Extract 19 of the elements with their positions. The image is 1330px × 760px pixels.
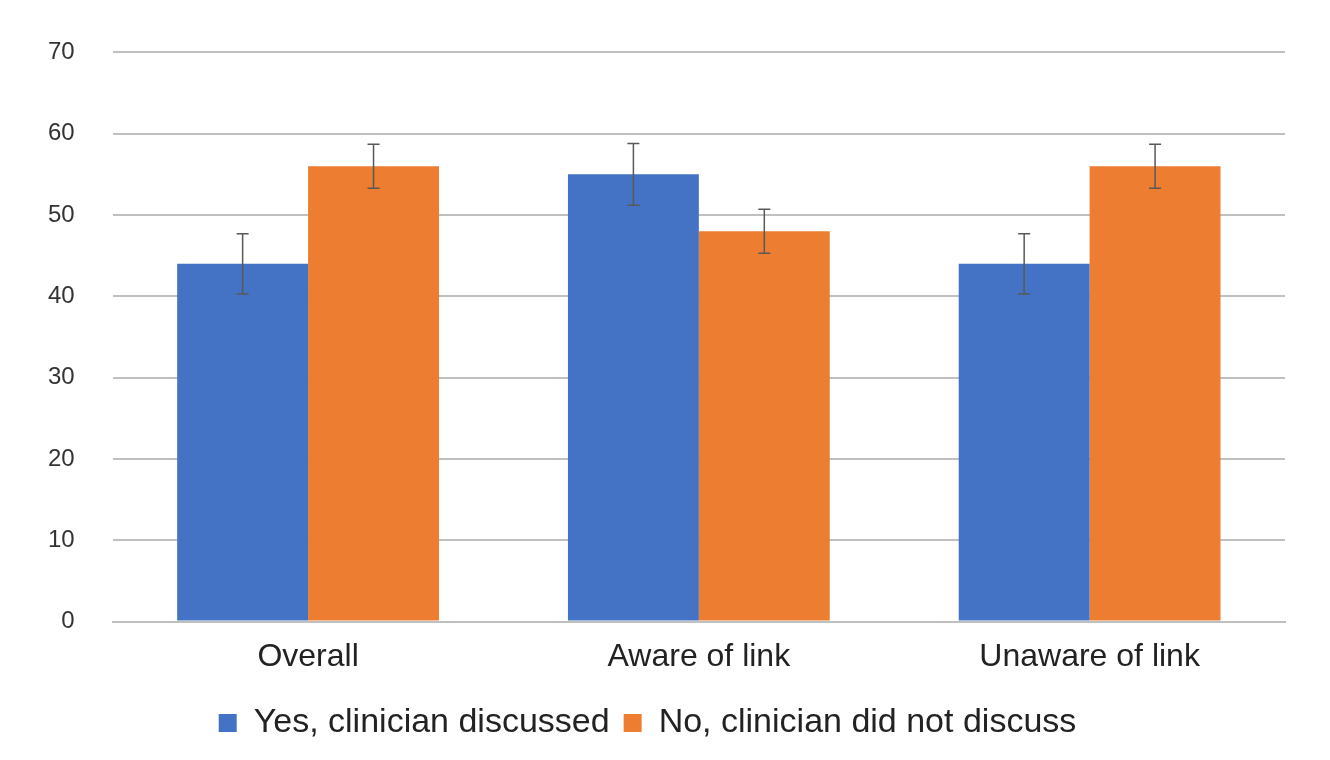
y-tick-label: 10 [47,524,75,552]
y-tick-label: 40 [47,280,75,308]
legend-label: Yes, clinician discussed [253,701,610,740]
y-tick-label: 70 [47,37,75,65]
y-tick-label: 60 [47,118,75,146]
legend-label: No, clinician did not discuss [658,701,1077,740]
y-tick-label: 0 [61,606,75,634]
x-tick-label: Unaware of link [979,636,1201,673]
y-tick-label: 20 [47,443,75,471]
y-tick-label: 50 [47,199,75,227]
bar [177,263,309,621]
bar [958,263,1090,621]
y-tick-label: 30 [47,362,75,390]
bar [567,174,699,621]
x-tick-label: Aware of link [607,636,792,673]
bar [698,231,830,621]
bar [1089,166,1221,621]
x-tick-label: Overall [257,636,359,673]
bar [308,166,439,621]
